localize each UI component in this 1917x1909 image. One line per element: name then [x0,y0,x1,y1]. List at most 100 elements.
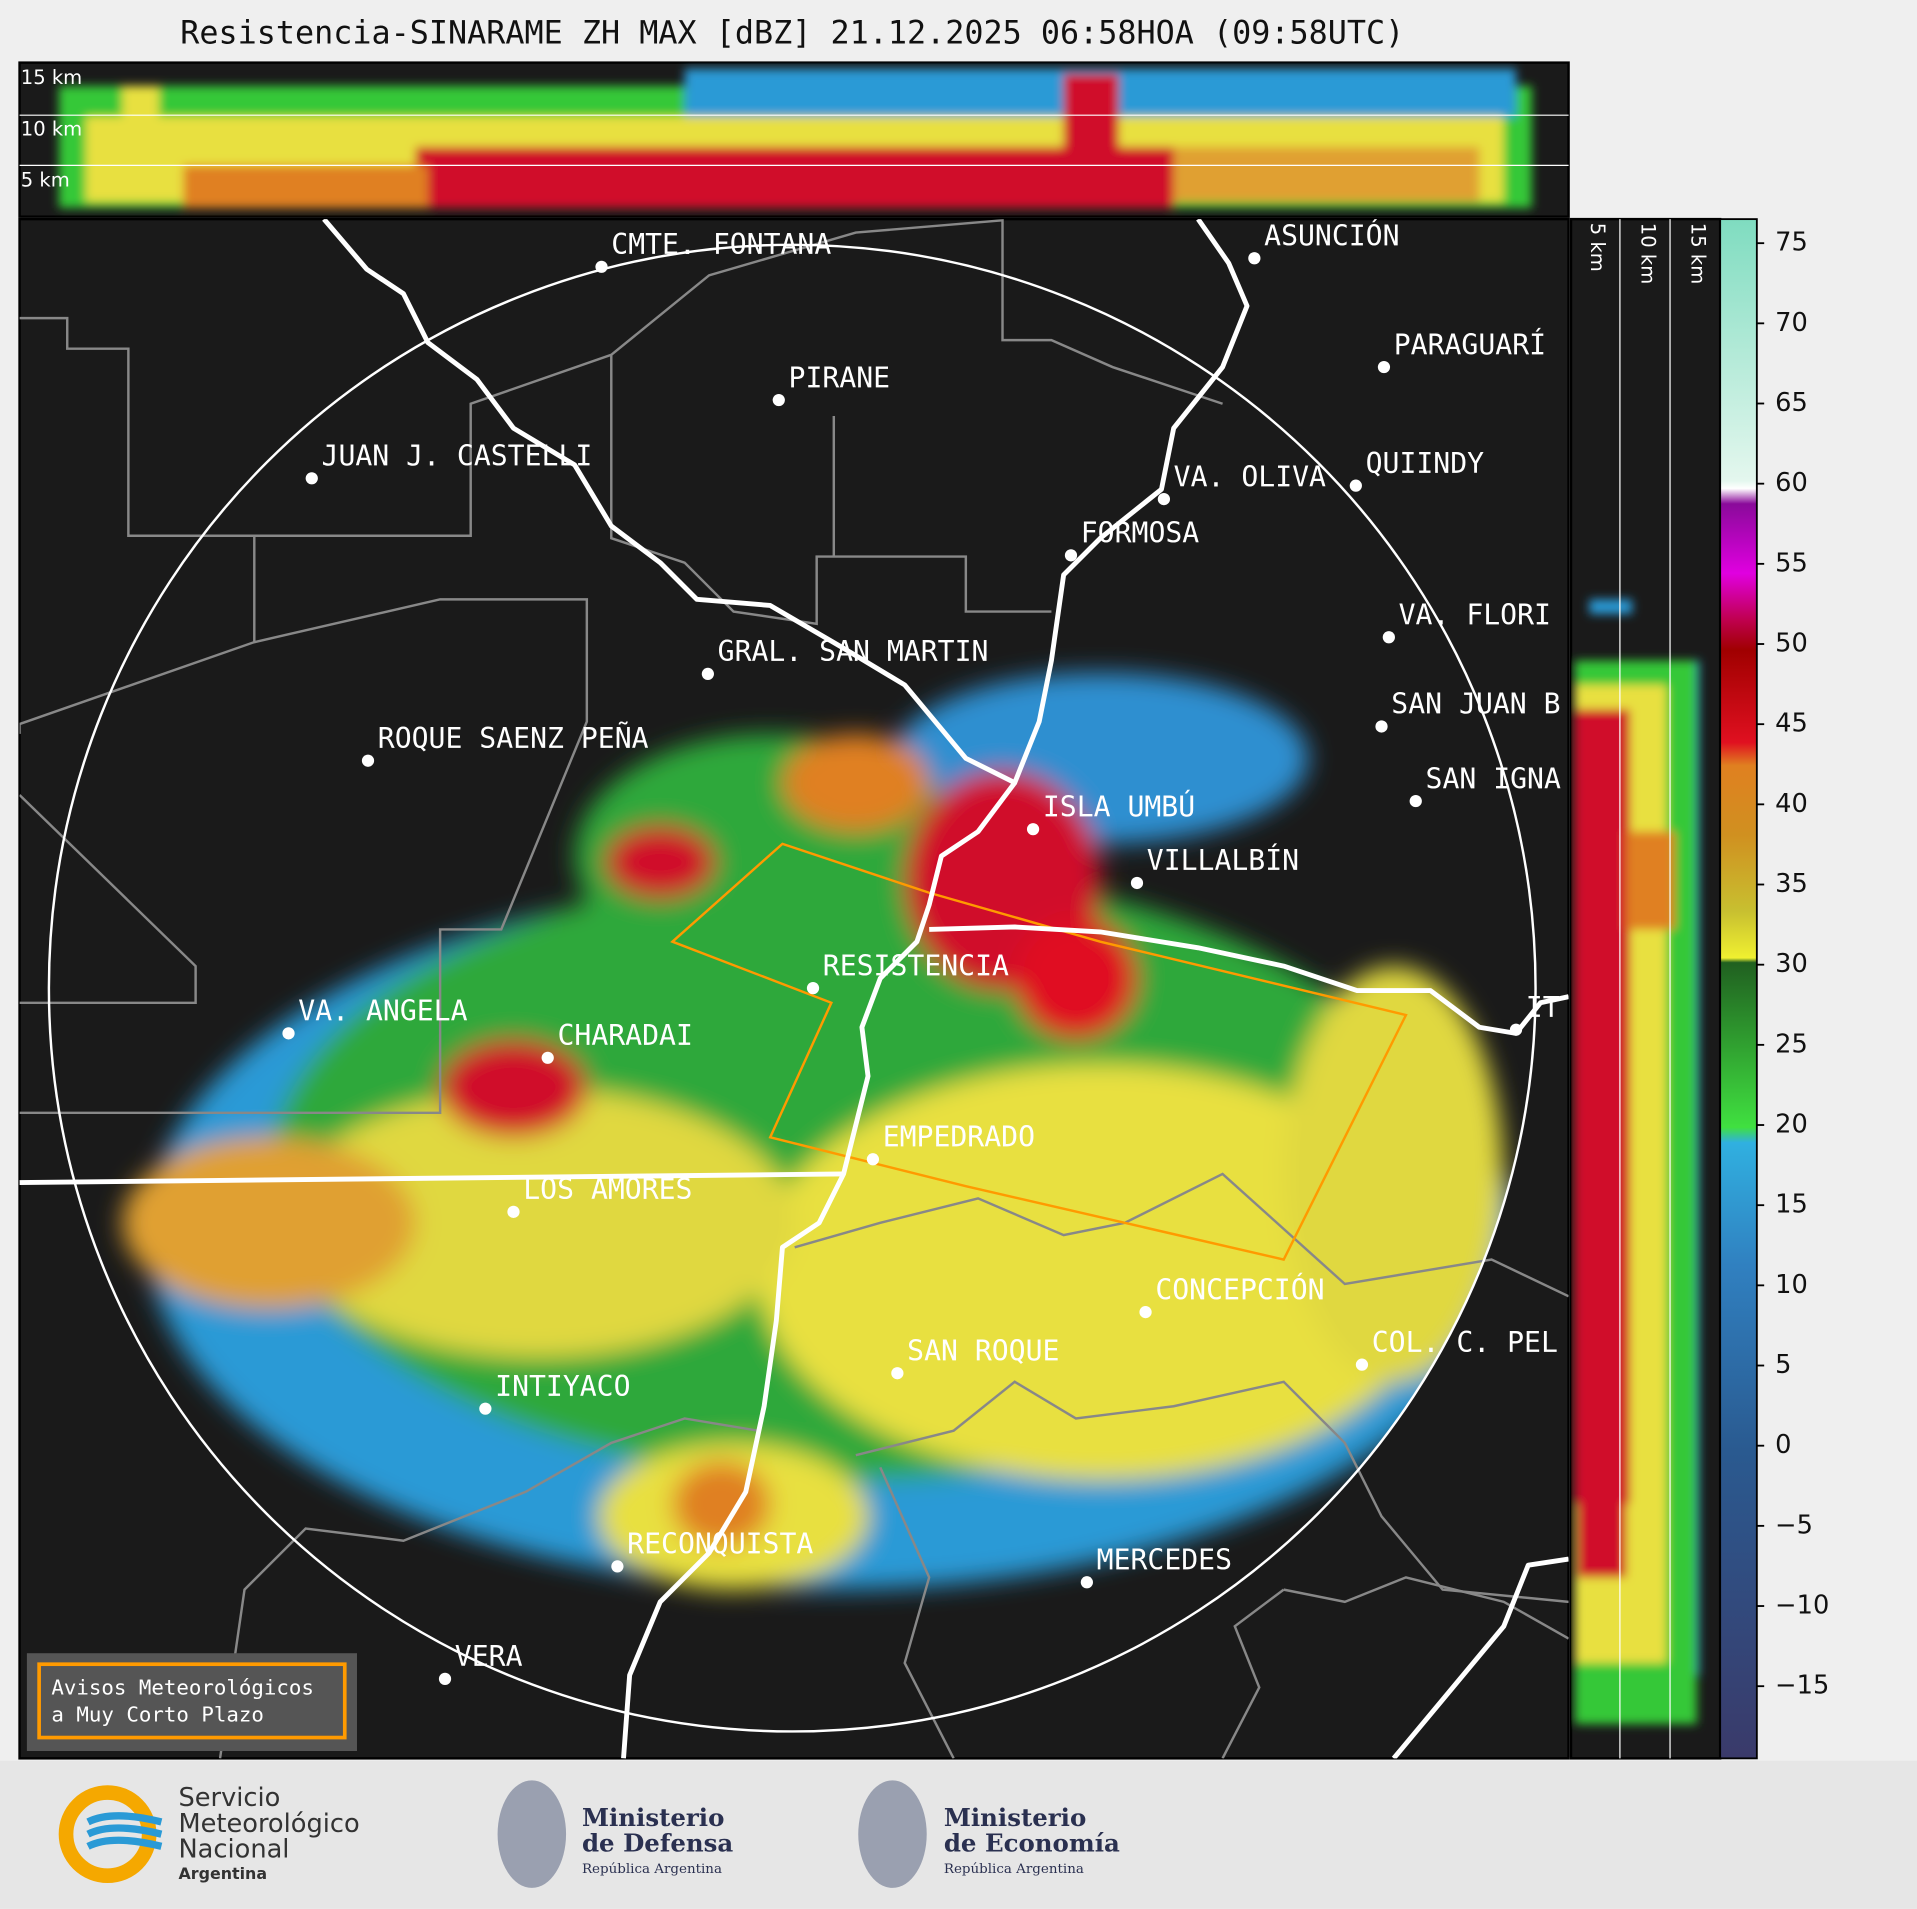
place-label: FORMOSA [1081,517,1200,550]
place-dot [282,1027,295,1040]
place-dot [1509,1023,1523,1036]
colorbar-tick-label: 10 [1775,1270,1808,1300]
place-dot [611,1560,624,1573]
colorbar-tick-label: 50 [1775,629,1808,659]
height-label: 10 km [1636,223,1659,284]
place-label: RECONQUISTA [627,1528,813,1561]
place-dot [1157,492,1171,506]
colorbar-tick-label: 70 [1775,308,1808,338]
place-label: LOS AMORES [523,1173,692,1206]
place-label: SAN IGNA [1426,762,1561,795]
place-label: CONCEPCIÓN [1155,1272,1324,1306]
place-dot [772,393,785,407]
colorbar-tick-label: −10 [1775,1591,1829,1621]
place-dot [806,982,820,995]
place-dot [479,1402,492,1415]
colorbar-tick-label: 35 [1775,869,1808,899]
height-label: 15 km [1686,223,1709,284]
place-label: ASUNCIÓN [1264,218,1399,252]
place-label: COL. C. PEL [1372,1326,1558,1359]
place-label: PARAGUARÍ [1394,327,1546,361]
side-cross-section: 5 km 10 km 15 km [1569,217,1722,1760]
place-label: ROQUE SAENZ PEÑA [378,721,649,755]
place-label: VA. FLORI [1399,598,1551,631]
place-label: VA. ANGELA [298,995,467,1028]
place-dot [1409,794,1422,808]
place-dot [595,260,608,273]
smn-text: Servicio [178,1783,280,1813]
height-label: 5 km [21,169,70,192]
notice-text: Avisos Meteorológicos [51,1676,314,1700]
notice-text: a Muy Corto Plazo [51,1703,264,1727]
place-label: ISLA UMBÚ [1043,789,1195,823]
place-dot [1026,823,1040,836]
notice-box [26,1653,357,1752]
place-label: GRAL. SAN MARTIN [718,635,989,668]
colorbar-tick-label: 20 [1775,1110,1808,1140]
place-label: CMTE. FONTANA [611,228,831,261]
place-label: EMPEDRADO [883,1120,1035,1153]
place-dot [1355,1358,1369,1371]
colorbar-tick-label: 30 [1775,949,1808,979]
place-dot [305,472,318,485]
place-label: SAN JUAN B [1391,688,1560,721]
smn-text: Argentina [178,1864,267,1883]
place-dot [361,754,375,767]
ministry-text: Ministerio [944,1803,1086,1832]
radar-map: CMTE. FONTANA PIRANE JUAN J. CASTELLI ASUNC… [18,217,1570,1760]
places: CMTE. FONTANA PIRANE JUAN J. CASTELLI ASUNC… [282,218,1561,1685]
place-dot [1382,631,1395,644]
smn-text: Meteorológico [178,1809,359,1839]
place-dot [438,1672,452,1685]
smn-text: Nacional [178,1835,289,1865]
height-label: 10 km [21,117,82,140]
place-dot [1139,1305,1152,1319]
emblem [497,1780,567,1888]
place-label: IT [1526,991,1560,1024]
place-dot [701,667,714,681]
place-dot [1377,360,1391,374]
place-dot [1080,1576,1093,1589]
place-dot [866,1153,880,1166]
place-label: VERA [455,1640,523,1673]
place-label: CHARADAI [557,1019,692,1052]
place-dot [1375,720,1388,733]
colorbar-tick-label: 15 [1775,1190,1808,1220]
place-label: RESISTENCIA [823,949,1009,982]
ministry-text: Ministerio [582,1803,724,1832]
title: Resistencia-SINARAME ZH MAX [dBZ] 21.12.… [180,16,1404,52]
place-dot [1349,479,1362,492]
colorbar-tick-label: 25 [1775,1029,1808,1059]
place-label: QUIINDY [1366,447,1485,480]
place-dot [1064,549,1078,562]
ministry-text: de Defensa [582,1829,733,1858]
ministry-text: República Argentina [944,1862,1084,1877]
place-label: MERCEDES [1097,1544,1232,1577]
place-dot [1130,876,1144,890]
ministry-text: de Economía [944,1829,1120,1858]
colorbar-tick-label: 40 [1775,789,1808,819]
place-label: SAN ROQUE [907,1334,1059,1367]
colorbar-tick-label: 65 [1775,388,1808,418]
place-label: PIRANE [789,361,891,394]
place-dot [541,1051,554,1064]
place-dot [1248,252,1261,265]
place-label: VA. OLIVA [1174,460,1326,493]
colorbar-tick-label: 5 [1775,1350,1791,1380]
ministry-text: República Argentina [582,1862,722,1877]
colorbar-tick-label: −15 [1775,1671,1829,1701]
colorbar-tick-label: −5 [1775,1510,1813,1540]
colorbar-tick-label: 45 [1775,709,1808,739]
colorbar-tick-label: 0 [1775,1430,1791,1460]
place-dot [507,1205,520,1218]
height-label: 5 km [1586,223,1609,272]
colorbar-tick-label: 75 [1775,228,1808,258]
emblem [858,1780,927,1888]
height-label: 15 km [21,66,82,89]
footer: Servicio Meteorológico Nacional Argentin… [0,1760,1917,1909]
place-label: INTIYACO [495,1370,630,1403]
place-label: VILLALBÍN [1147,843,1299,877]
colorbar-tick-label: 55 [1775,548,1808,578]
